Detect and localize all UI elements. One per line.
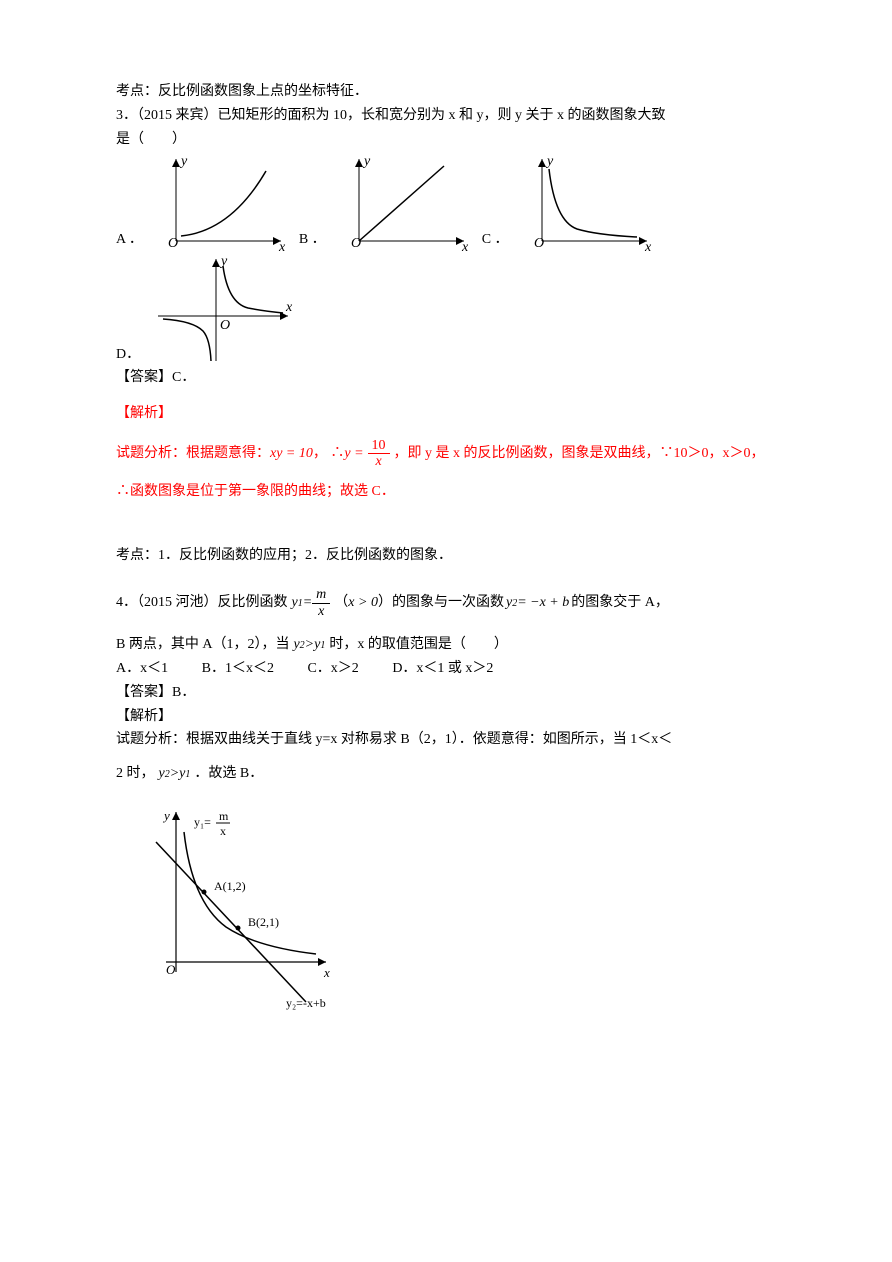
svg-text:y: y bbox=[179, 154, 188, 169]
svg-text:A(1,2): A(1,2) bbox=[214, 879, 246, 893]
q4-stem-1b: （ bbox=[334, 591, 348, 615]
q3-jiexi-text-1b: ， ∴ bbox=[313, 442, 345, 466]
svg-text:B(2,1): B(2,1) bbox=[248, 915, 279, 929]
q3-stem-2: 是（ ） bbox=[116, 128, 776, 152]
q3-options-row-2: D． O x y bbox=[116, 251, 776, 366]
q4-jiexi-label: 【解析】 bbox=[116, 705, 776, 729]
q4-stem-1: 4．（2015 河池）反比例函数 y1 = m x （ x > 0 ）的图象与一… bbox=[116, 587, 776, 619]
q4-stem-1c: ）的图象与一次函数 bbox=[378, 591, 504, 615]
q4-stem-2b: 时，x 的取值范围是（ ） bbox=[329, 633, 508, 657]
q4-eq-cond: x > 0 bbox=[348, 591, 378, 615]
svg-text:x: x bbox=[285, 300, 293, 315]
svg-text:y₁=: y₁= bbox=[194, 815, 211, 829]
q3-option-c: C ． O x y bbox=[482, 151, 657, 251]
q3-option-a-label: A ． bbox=[116, 228, 143, 252]
q3-option-b: B ． O x y bbox=[299, 151, 474, 251]
q3-jiexi-eq2-lhs: y = bbox=[344, 442, 363, 466]
q4-opt-a: A．x＜1 bbox=[116, 661, 168, 676]
svg-text:x: x bbox=[461, 240, 469, 251]
q3-jiexi-line-2: ∴函数图象是位于第一象限的曲线；故选 C． bbox=[116, 480, 776, 504]
q4-answer: 【答案】B． bbox=[116, 681, 776, 705]
svg-text:O: O bbox=[351, 236, 361, 251]
q3-jiexi-text-1a: 试题分析：根据题意得： bbox=[116, 442, 270, 466]
q3-option-d: D． O x y bbox=[116, 251, 298, 366]
q3-graph-b: O x y bbox=[334, 151, 474, 251]
q3-graph-d: O x y bbox=[148, 251, 298, 366]
svg-text:y: y bbox=[362, 154, 371, 169]
page-root: 考点：反比例函数图象上点的坐标特征． 3．（2015 来宾）已知矩形的面积为 1… bbox=[0, 0, 892, 1072]
spacer-1 bbox=[116, 504, 776, 524]
q4-eq1: y1 = m x bbox=[292, 587, 331, 619]
q4-opt-b: B．1＜x＜2 bbox=[202, 661, 274, 676]
q3-jiexi-eq2-den: x bbox=[371, 454, 385, 469]
q3-jiexi-eq1: xy = 10 bbox=[270, 442, 313, 466]
svg-text:y: y bbox=[545, 154, 554, 169]
q3-options-row-1: A ． O x y B ． O x bbox=[116, 151, 776, 251]
q4-eq1-num: m bbox=[312, 587, 330, 603]
svg-text:x: x bbox=[644, 240, 652, 251]
svg-text:O: O bbox=[168, 236, 178, 251]
q3-kaodian: 考点：1．反比例函数的应用；2．反比例函数的图象． bbox=[116, 544, 776, 568]
svg-text:m: m bbox=[219, 809, 229, 823]
kaodian-1: 考点：反比例函数图象上点的坐标特征． bbox=[116, 80, 776, 104]
q4-eq3-sub1: 1 bbox=[320, 637, 325, 654]
q3-jiexi-eq2-frac: 10 x bbox=[368, 438, 390, 470]
q4-opt-d: D．x＜1 或 x＞2 bbox=[392, 661, 493, 676]
q4-opt-c: C．x＞2 bbox=[307, 661, 358, 676]
q3-option-a: A ． O x y bbox=[116, 151, 291, 251]
svg-text:x: x bbox=[323, 965, 330, 980]
q4-stem-2a: B 两点，其中 A（1，2），当 bbox=[116, 633, 289, 657]
q4-jiexi-line-1: 试题分析：根据双曲线关于直线 y=x 对称易求 B（2，1）．依题意得：如图所示… bbox=[116, 728, 776, 752]
svg-text:y: y bbox=[162, 808, 170, 823]
q4-eq2: y2 = −x + b bbox=[506, 591, 569, 615]
q3-stem-1: 3．（2015 来宾）已知矩形的面积为 10，长和宽分别为 x 和 y，则 y … bbox=[116, 104, 776, 128]
q3-option-b-label: B ． bbox=[299, 228, 326, 252]
q3-option-c-label: C ． bbox=[482, 228, 509, 252]
q4-jiexi-2b: ．故选 B． bbox=[194, 762, 263, 786]
q4-eq1-den: x bbox=[314, 604, 328, 619]
q4-jiexi-eq: y2 > y1 bbox=[159, 762, 191, 786]
q3-answer: 【答案】C． bbox=[116, 366, 776, 390]
q4-stem-2: B 两点，其中 A（1，2），当 y2 > y1 时，x 的取值范围是（ ） bbox=[116, 633, 776, 657]
q4-jiexi-eq-gt: > bbox=[170, 762, 179, 786]
q3-option-d-label: D． bbox=[116, 343, 140, 367]
svg-text:O: O bbox=[166, 962, 176, 977]
q4-jiexi-line-2: 2 时， y2 > y1 ．故选 B． bbox=[116, 762, 776, 786]
svg-text:y₂=-x+b: y₂=-x+b bbox=[286, 996, 326, 1010]
q4-graph: O x y A(1,2) B(2,1) y₁= m x y₂=-x+b bbox=[116, 802, 346, 1012]
svg-text:O: O bbox=[220, 318, 230, 333]
q4-graph-wrap: O x y A(1,2) B(2,1) y₁= m x y₂=-x+b bbox=[116, 802, 776, 1012]
q4-options: A．x＜1 B．1＜x＜2 C．x＞2 D．x＜1 或 x＞2 bbox=[116, 657, 776, 681]
q3-jiexi-text-1c: ，即 y 是 x 的反比例函数，图象是双曲线，∵10＞0，x＞0， bbox=[394, 442, 765, 466]
q3-graph-c: O x y bbox=[517, 151, 657, 251]
q4-stem-1a: 4．（2015 河池）反比例函数 bbox=[116, 591, 288, 615]
svg-text:x: x bbox=[278, 240, 286, 251]
q4-eq3-gt: > bbox=[305, 633, 314, 657]
svg-text:x: x bbox=[220, 824, 226, 838]
q4-eq3: y2 > y1 bbox=[293, 633, 325, 657]
q4-eq2-rhs: = −x + b bbox=[517, 591, 569, 615]
q4-jiexi-2a: 2 时， bbox=[116, 762, 155, 786]
q4-stem-1d: 的图象交于 A， bbox=[571, 591, 669, 615]
q3-jiexi-eq2-num: 10 bbox=[368, 438, 390, 454]
q3-jiexi-label: 【解析】 bbox=[116, 402, 776, 426]
q4-eq1-eq: = bbox=[303, 591, 312, 615]
q3-jiexi-line-1: 试题分析：根据题意得： xy = 10 ， ∴ y = 10 x ，即 y 是 … bbox=[116, 438, 776, 470]
q3-graph-a: O x y bbox=[151, 151, 291, 251]
q4-eq1-frac: m x bbox=[312, 587, 330, 619]
svg-text:O: O bbox=[534, 236, 544, 251]
spacer-2 bbox=[116, 567, 776, 587]
q4-jiexi-eq-sub1: 1 bbox=[185, 766, 190, 783]
spacer-1b bbox=[116, 524, 776, 544]
